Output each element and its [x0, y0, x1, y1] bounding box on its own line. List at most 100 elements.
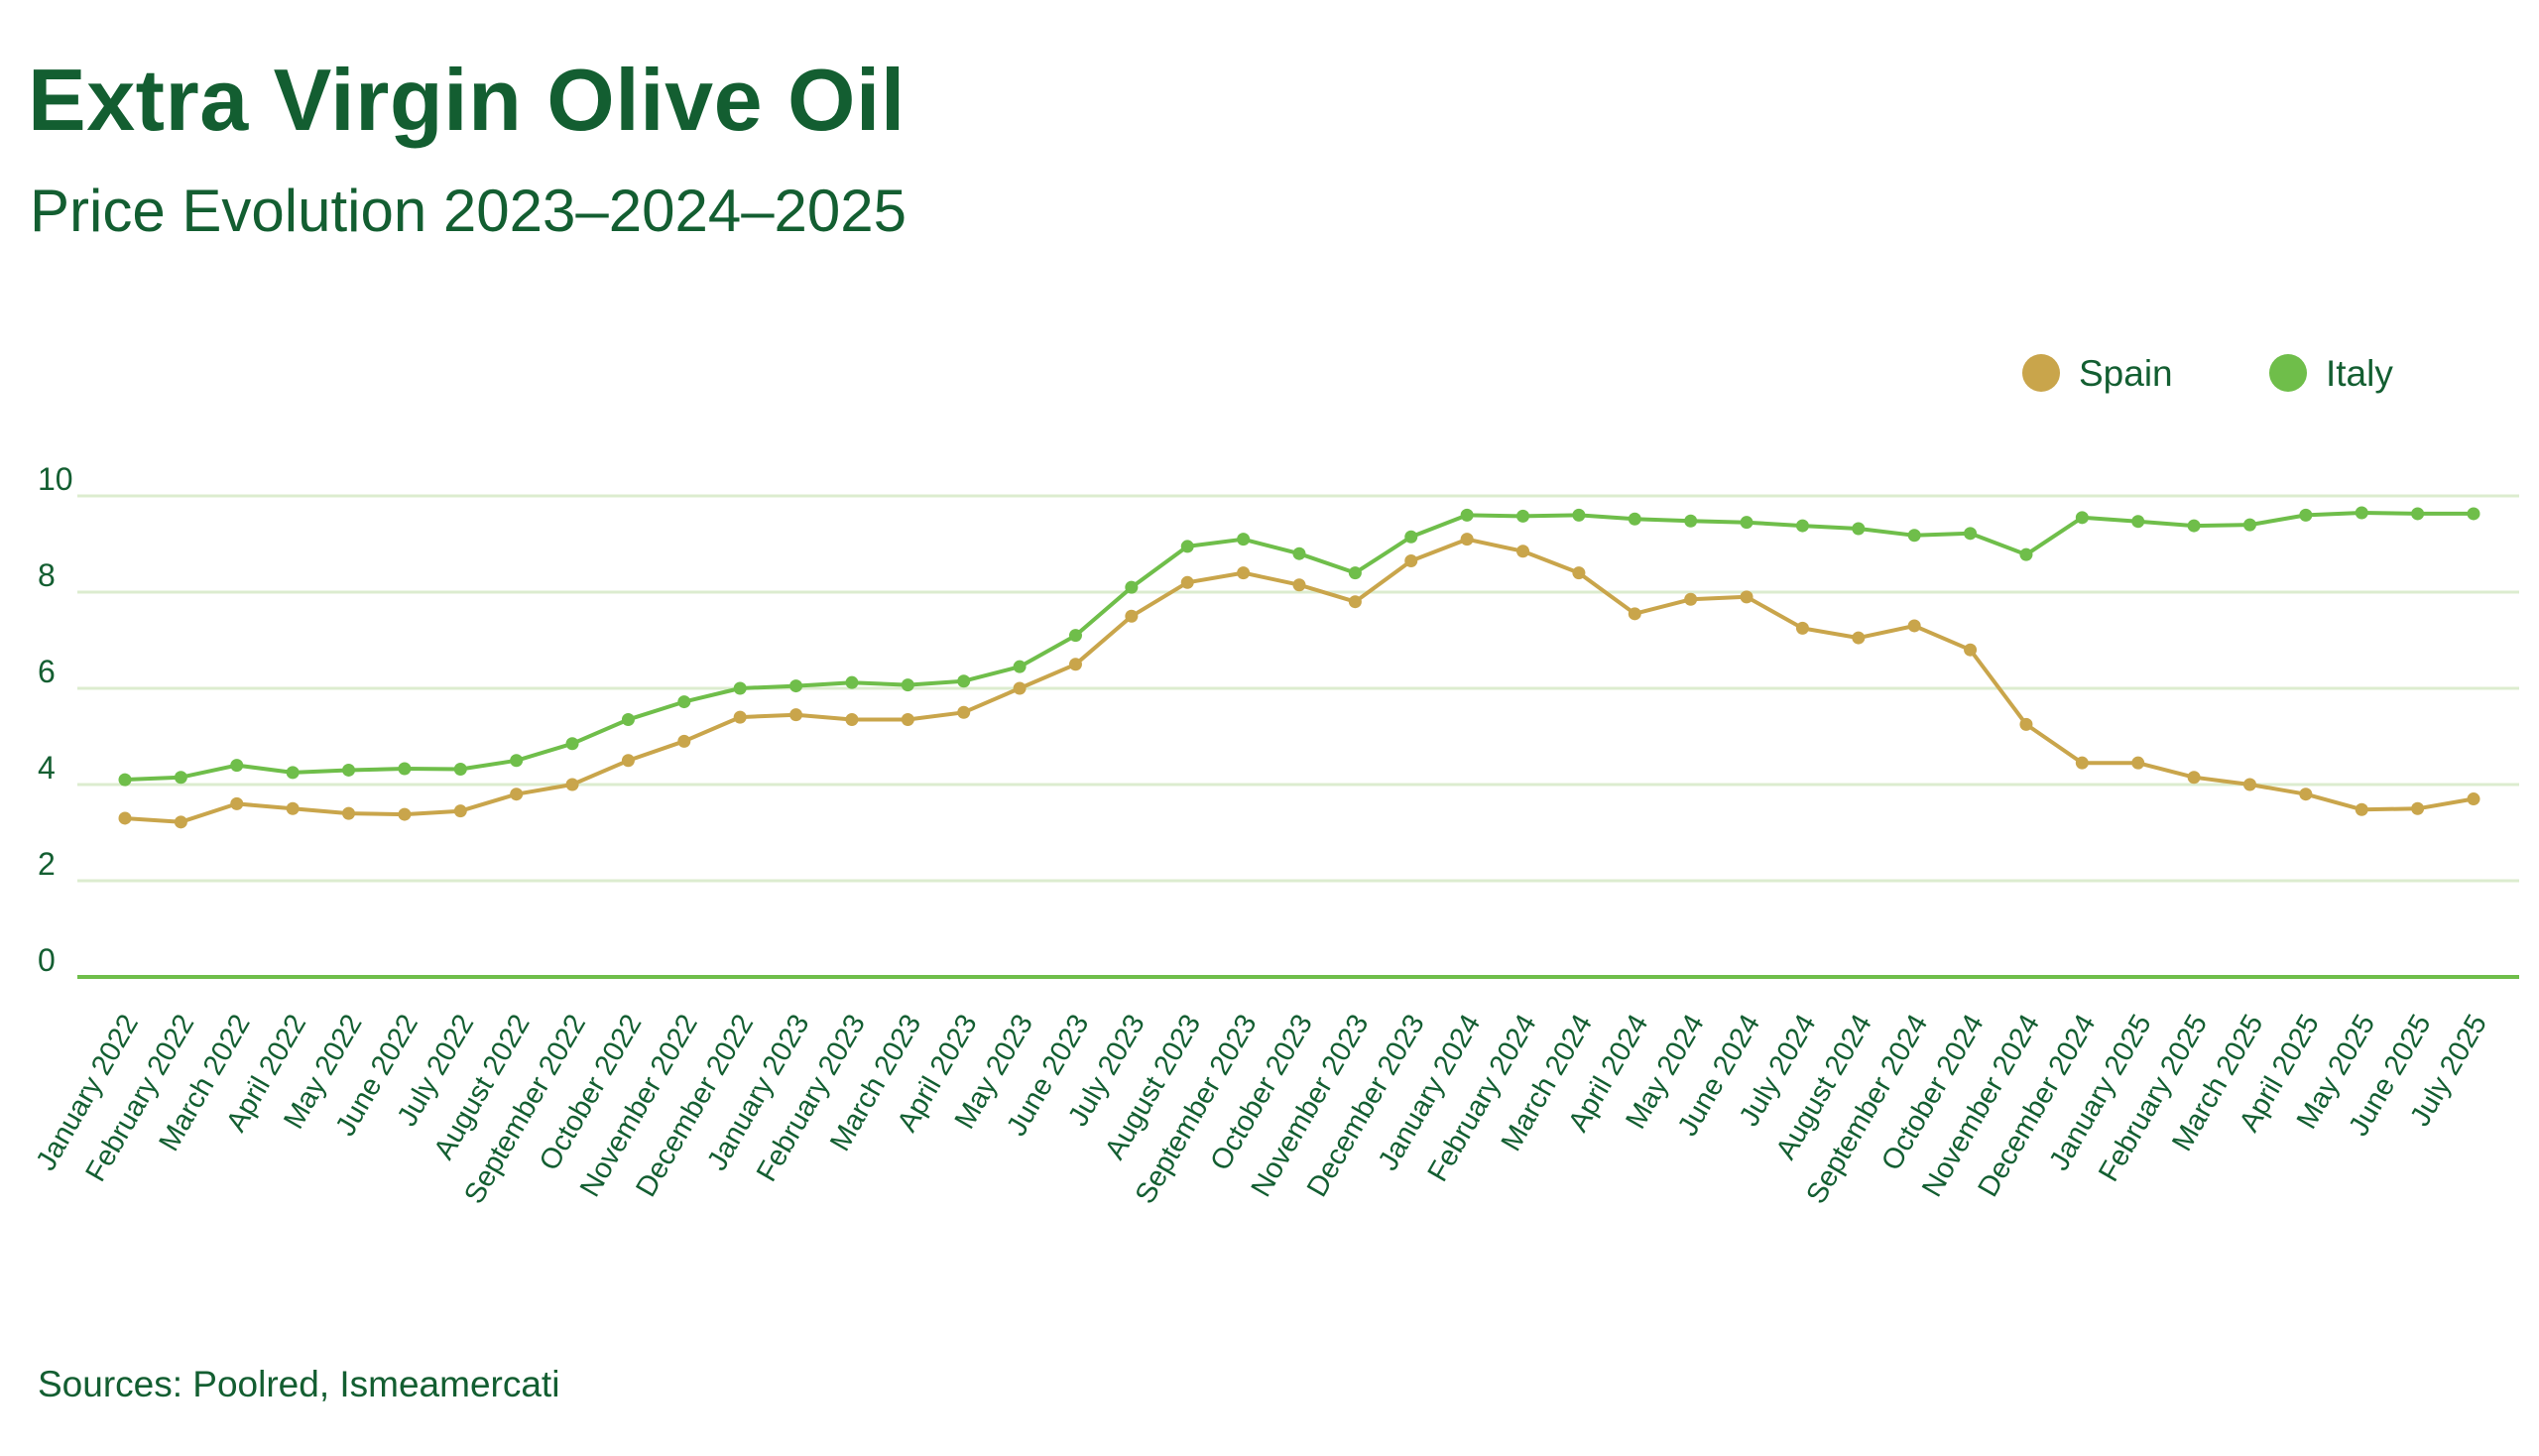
italy-point [230, 759, 244, 773]
legend-item-italy: Italy [2269, 353, 2393, 394]
spain-point [621, 754, 635, 768]
italy-point [1684, 514, 1698, 528]
italy-point [174, 771, 187, 785]
y-tick-label: 0 [38, 942, 56, 978]
source-note: Sources: Poolred, Ismeamercati [38, 1364, 560, 1404]
italy-point [845, 675, 859, 689]
spain-point [1348, 595, 1362, 609]
series-spain [118, 533, 2480, 829]
italy-point [733, 681, 747, 695]
gridlines [77, 494, 2519, 979]
chart-title: Extra Virgin Olive Oil [28, 51, 906, 149]
spain-point [510, 788, 524, 801]
spain-point [1795, 621, 1809, 635]
italy-point [2131, 515, 2145, 529]
italy-point [2187, 519, 2201, 533]
y-tick-label: 10 [38, 461, 73, 497]
y-tick-label: 8 [38, 557, 56, 593]
spain-point [1292, 578, 1306, 592]
spain-point [230, 796, 244, 810]
spain-point [2411, 801, 2425, 815]
legend-label-italy: Italy [2326, 353, 2393, 394]
spain-point [1572, 566, 1586, 580]
y-axis-tick-labels: 0 2 4 6 8 10 [38, 461, 73, 978]
spain-point [845, 713, 859, 727]
spain-point [1964, 643, 1978, 657]
spain-point [1740, 590, 1753, 604]
italy-point [789, 679, 803, 693]
italy-point [510, 754, 524, 768]
spain-point [1628, 607, 1641, 621]
spain-point [2355, 802, 2368, 816]
italy-point [1852, 522, 1866, 536]
italy-point [1404, 530, 1418, 544]
italy-point [398, 762, 412, 776]
spain-point [2299, 788, 2313, 801]
spain-point [118, 811, 132, 825]
italy-point [677, 695, 691, 709]
spain-point [286, 801, 300, 815]
italy-point [1964, 527, 1978, 541]
spain-point [1237, 566, 1251, 580]
spain-point [2467, 792, 2480, 806]
italy-point [1013, 660, 1027, 673]
italy-point [1628, 512, 1641, 526]
chart-subtitle: Price Evolution 2023–2024–2025 [30, 178, 907, 244]
spain-point [1460, 533, 1474, 546]
italy-point [2355, 506, 2368, 520]
italy-point [2299, 508, 2313, 522]
spain-point [1125, 609, 1139, 623]
spain-point [677, 734, 691, 748]
spain-point [733, 710, 747, 724]
italy-point [1125, 580, 1139, 594]
spain-point [789, 708, 803, 722]
italy-point [118, 773, 132, 787]
spain-point [565, 778, 579, 791]
spain-point [174, 815, 187, 829]
italy-point [1068, 629, 1082, 643]
italy-point [1237, 533, 1251, 546]
spain-point [2187, 771, 2201, 785]
legend-item-spain: Spain [2022, 353, 2173, 394]
spain-point [1516, 545, 1530, 558]
series-lines [118, 506, 2480, 829]
y-tick-label: 4 [38, 750, 56, 786]
italy-point [1572, 508, 1586, 522]
italy-point [342, 763, 356, 777]
legend-swatch-italy [2269, 354, 2307, 392]
italy-point [2075, 511, 2089, 525]
spain-point [2075, 756, 2089, 770]
italy-point [2019, 547, 2033, 561]
legend-swatch-spain [2022, 354, 2060, 392]
spain-point [1404, 553, 1418, 567]
italy-point [1348, 566, 1362, 580]
italy-point [1516, 509, 1530, 523]
italy-point [957, 674, 971, 688]
italy-point [1907, 529, 1921, 543]
italy-point [1180, 540, 1194, 553]
spain-point [1684, 592, 1698, 606]
spain-point [2242, 778, 2256, 791]
italy-point [453, 762, 467, 776]
spain-point [1852, 631, 1866, 645]
spain-point [2131, 756, 2145, 770]
spain-point [398, 807, 412, 821]
spain-point [2019, 717, 2033, 731]
italy-point [565, 737, 579, 751]
series-italy [118, 506, 2480, 787]
italy-point [2467, 507, 2480, 521]
spain-point [957, 705, 971, 719]
italy-point [2242, 518, 2256, 532]
italy-point [1740, 516, 1753, 530]
spain-point [1907, 619, 1921, 633]
italy-point [1292, 546, 1306, 560]
italy-point [621, 713, 635, 727]
italy-point [286, 766, 300, 780]
italy-point [1795, 519, 1809, 533]
spain-point [1068, 658, 1082, 671]
spain-point [1180, 575, 1194, 589]
italy-point [1460, 508, 1474, 522]
spain-point [901, 713, 914, 727]
